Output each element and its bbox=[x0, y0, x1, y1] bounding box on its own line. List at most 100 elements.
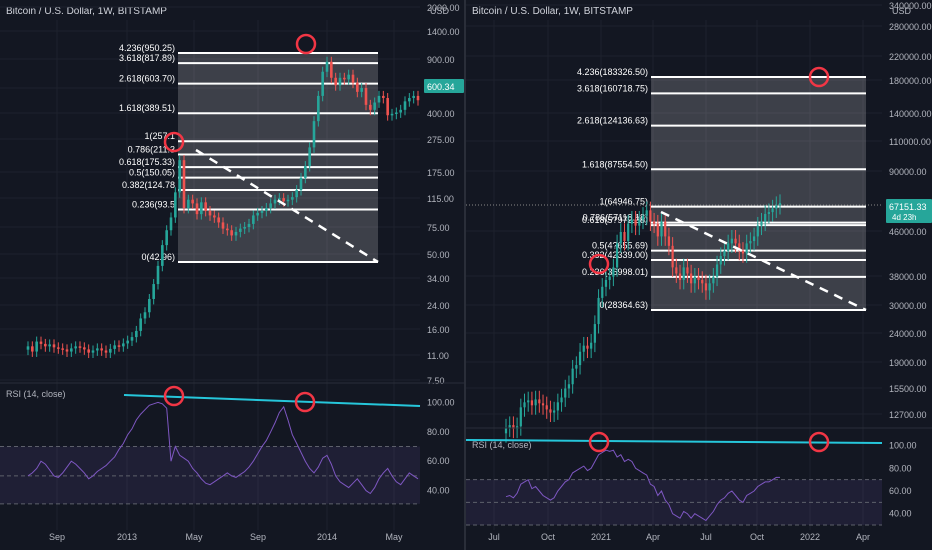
candle-body bbox=[575, 365, 578, 369]
fib-label-0.236: 0.236(36998.01) bbox=[582, 267, 648, 277]
candle-body bbox=[299, 177, 303, 191]
dashed-trendline-right bbox=[660, 210, 867, 312]
candle-body bbox=[39, 341, 43, 344]
price-tick-label: 24000.00 bbox=[889, 329, 927, 339]
price-tick-label: 38000.00 bbox=[889, 272, 927, 282]
candle-body bbox=[143, 312, 147, 319]
rsi-line-right bbox=[505, 449, 780, 522]
candle-body bbox=[35, 341, 38, 352]
chart-panel-left[interactable]: Bitcoin / U.S. Dollar, 1W, BITSTAMP 4.23… bbox=[0, 0, 464, 550]
candle-body bbox=[208, 210, 212, 216]
candle-body bbox=[83, 347, 86, 350]
fib-label-4.236: 4.236(950.25) bbox=[119, 43, 175, 53]
candle-body bbox=[390, 113, 394, 116]
candle-body bbox=[686, 267, 689, 274]
candle-body bbox=[738, 243, 741, 251]
fib-label-1: 1(64946.75) bbox=[599, 197, 648, 207]
fib-label-4.236: 4.236(183326.50) bbox=[577, 67, 648, 77]
fib-label-0.5: 0.5(150.05) bbox=[129, 168, 175, 178]
candle-body bbox=[623, 231, 626, 242]
fib-label-0.786: 0.786(211.3 bbox=[128, 144, 175, 154]
candle-body bbox=[708, 283, 711, 291]
candle-body bbox=[239, 228, 242, 232]
candle-body bbox=[252, 215, 255, 224]
candle-body bbox=[723, 250, 726, 257]
candle-body bbox=[590, 342, 593, 349]
highlight-circle bbox=[295, 33, 317, 55]
fib-label-0: 0(42.96) bbox=[141, 252, 175, 262]
candle-body bbox=[523, 402, 526, 408]
candle-body bbox=[508, 425, 511, 428]
current-price-tag bbox=[424, 79, 464, 93]
candle-body bbox=[630, 219, 634, 224]
candle-body bbox=[226, 228, 229, 231]
candle-body bbox=[221, 222, 225, 229]
price-tick-label: 15500.00 bbox=[889, 384, 927, 394]
candle-body bbox=[26, 346, 30, 350]
price-tick-label: 34.00 bbox=[427, 274, 450, 284]
chart-title-right: Bitcoin / U.S. Dollar, 1W, BITSTAMP bbox=[472, 6, 633, 17]
rsi-label-right: RSI (14, close) bbox=[472, 440, 532, 450]
chart-canvas-left[interactable]: 4.236(950.25)3.618(817.89) 2.618(603.70) 1… bbox=[0, 0, 464, 550]
price-tick-label: 1400.00 bbox=[427, 27, 460, 37]
candle-body bbox=[351, 74, 355, 83]
time-tick-label: Jul bbox=[700, 532, 712, 542]
time-tick-label: May bbox=[185, 532, 203, 542]
candle-body bbox=[308, 147, 311, 167]
candle-body bbox=[317, 95, 320, 122]
candle-body bbox=[256, 212, 259, 216]
time-tick-label: Oct bbox=[541, 532, 556, 542]
candle-body bbox=[512, 425, 515, 429]
candle-body bbox=[519, 407, 522, 427]
candle-body bbox=[619, 231, 622, 244]
candle-body bbox=[161, 245, 164, 266]
highlight-circle bbox=[588, 253, 610, 275]
fib-zone-left bbox=[178, 53, 378, 262]
candle-body bbox=[286, 199, 290, 202]
price-tick-label: 90000.00 bbox=[889, 167, 927, 177]
rsi-band-left bbox=[0, 446, 420, 504]
candle-body bbox=[641, 215, 645, 220]
rsi-tick-label: 60.00 bbox=[889, 486, 912, 496]
candle-body bbox=[556, 402, 559, 411]
candle-body bbox=[91, 350, 95, 353]
candle-body bbox=[645, 210, 648, 216]
candle-body bbox=[325, 61, 329, 72]
candle-body bbox=[65, 349, 69, 352]
chart-canvas-right[interactable]: 4.236(183326.50) 3.618(160718.75) 2.618(12… bbox=[466, 0, 932, 550]
candle-body bbox=[775, 205, 778, 209]
fib-label-0.382: 0.382(42339.00) bbox=[582, 250, 648, 260]
fib-label-1.618: 1.618(87554.50) bbox=[582, 159, 648, 169]
price-tick-label: 140000.00 bbox=[889, 109, 932, 119]
candle-body bbox=[412, 95, 415, 99]
fib-label-1: 1(257.1 bbox=[144, 131, 175, 141]
candle-body bbox=[113, 345, 116, 349]
candle-body bbox=[87, 349, 90, 353]
price-tick-label: 75.00 bbox=[427, 223, 450, 233]
candle-body bbox=[126, 340, 129, 344]
candle-body bbox=[745, 243, 748, 254]
price-tick-label: 220000.00 bbox=[889, 52, 932, 62]
bar-countdown: 4d 23h bbox=[892, 213, 916, 222]
candle-body bbox=[549, 409, 552, 413]
candle-body bbox=[31, 346, 34, 352]
candle-body bbox=[527, 400, 530, 403]
candle-body bbox=[338, 77, 342, 86]
price-tick-label: 340000.00 bbox=[889, 1, 932, 11]
chart-panel-right[interactable]: Bitcoin / U.S. Dollar, 1W, BITSTAMP 4.23… bbox=[466, 0, 932, 550]
candle-body bbox=[122, 343, 125, 347]
candle-body bbox=[195, 203, 199, 215]
candle-body bbox=[671, 245, 674, 268]
panel-divider[interactable] bbox=[464, 0, 466, 550]
rsi-tick-label: 100.00 bbox=[427, 397, 455, 407]
time-tick-label: Sep bbox=[49, 532, 65, 542]
candle-body bbox=[247, 223, 251, 227]
candle-body bbox=[260, 210, 264, 213]
candle-body bbox=[597, 297, 600, 325]
candle-body bbox=[104, 350, 108, 353]
candle-body bbox=[291, 197, 294, 200]
chart-title-left: Bitcoin / U.S. Dollar, 1W, BITSTAMP bbox=[6, 6, 167, 17]
candle-body bbox=[690, 273, 693, 284]
candle-body bbox=[752, 236, 756, 242]
candle-body bbox=[386, 98, 389, 116]
